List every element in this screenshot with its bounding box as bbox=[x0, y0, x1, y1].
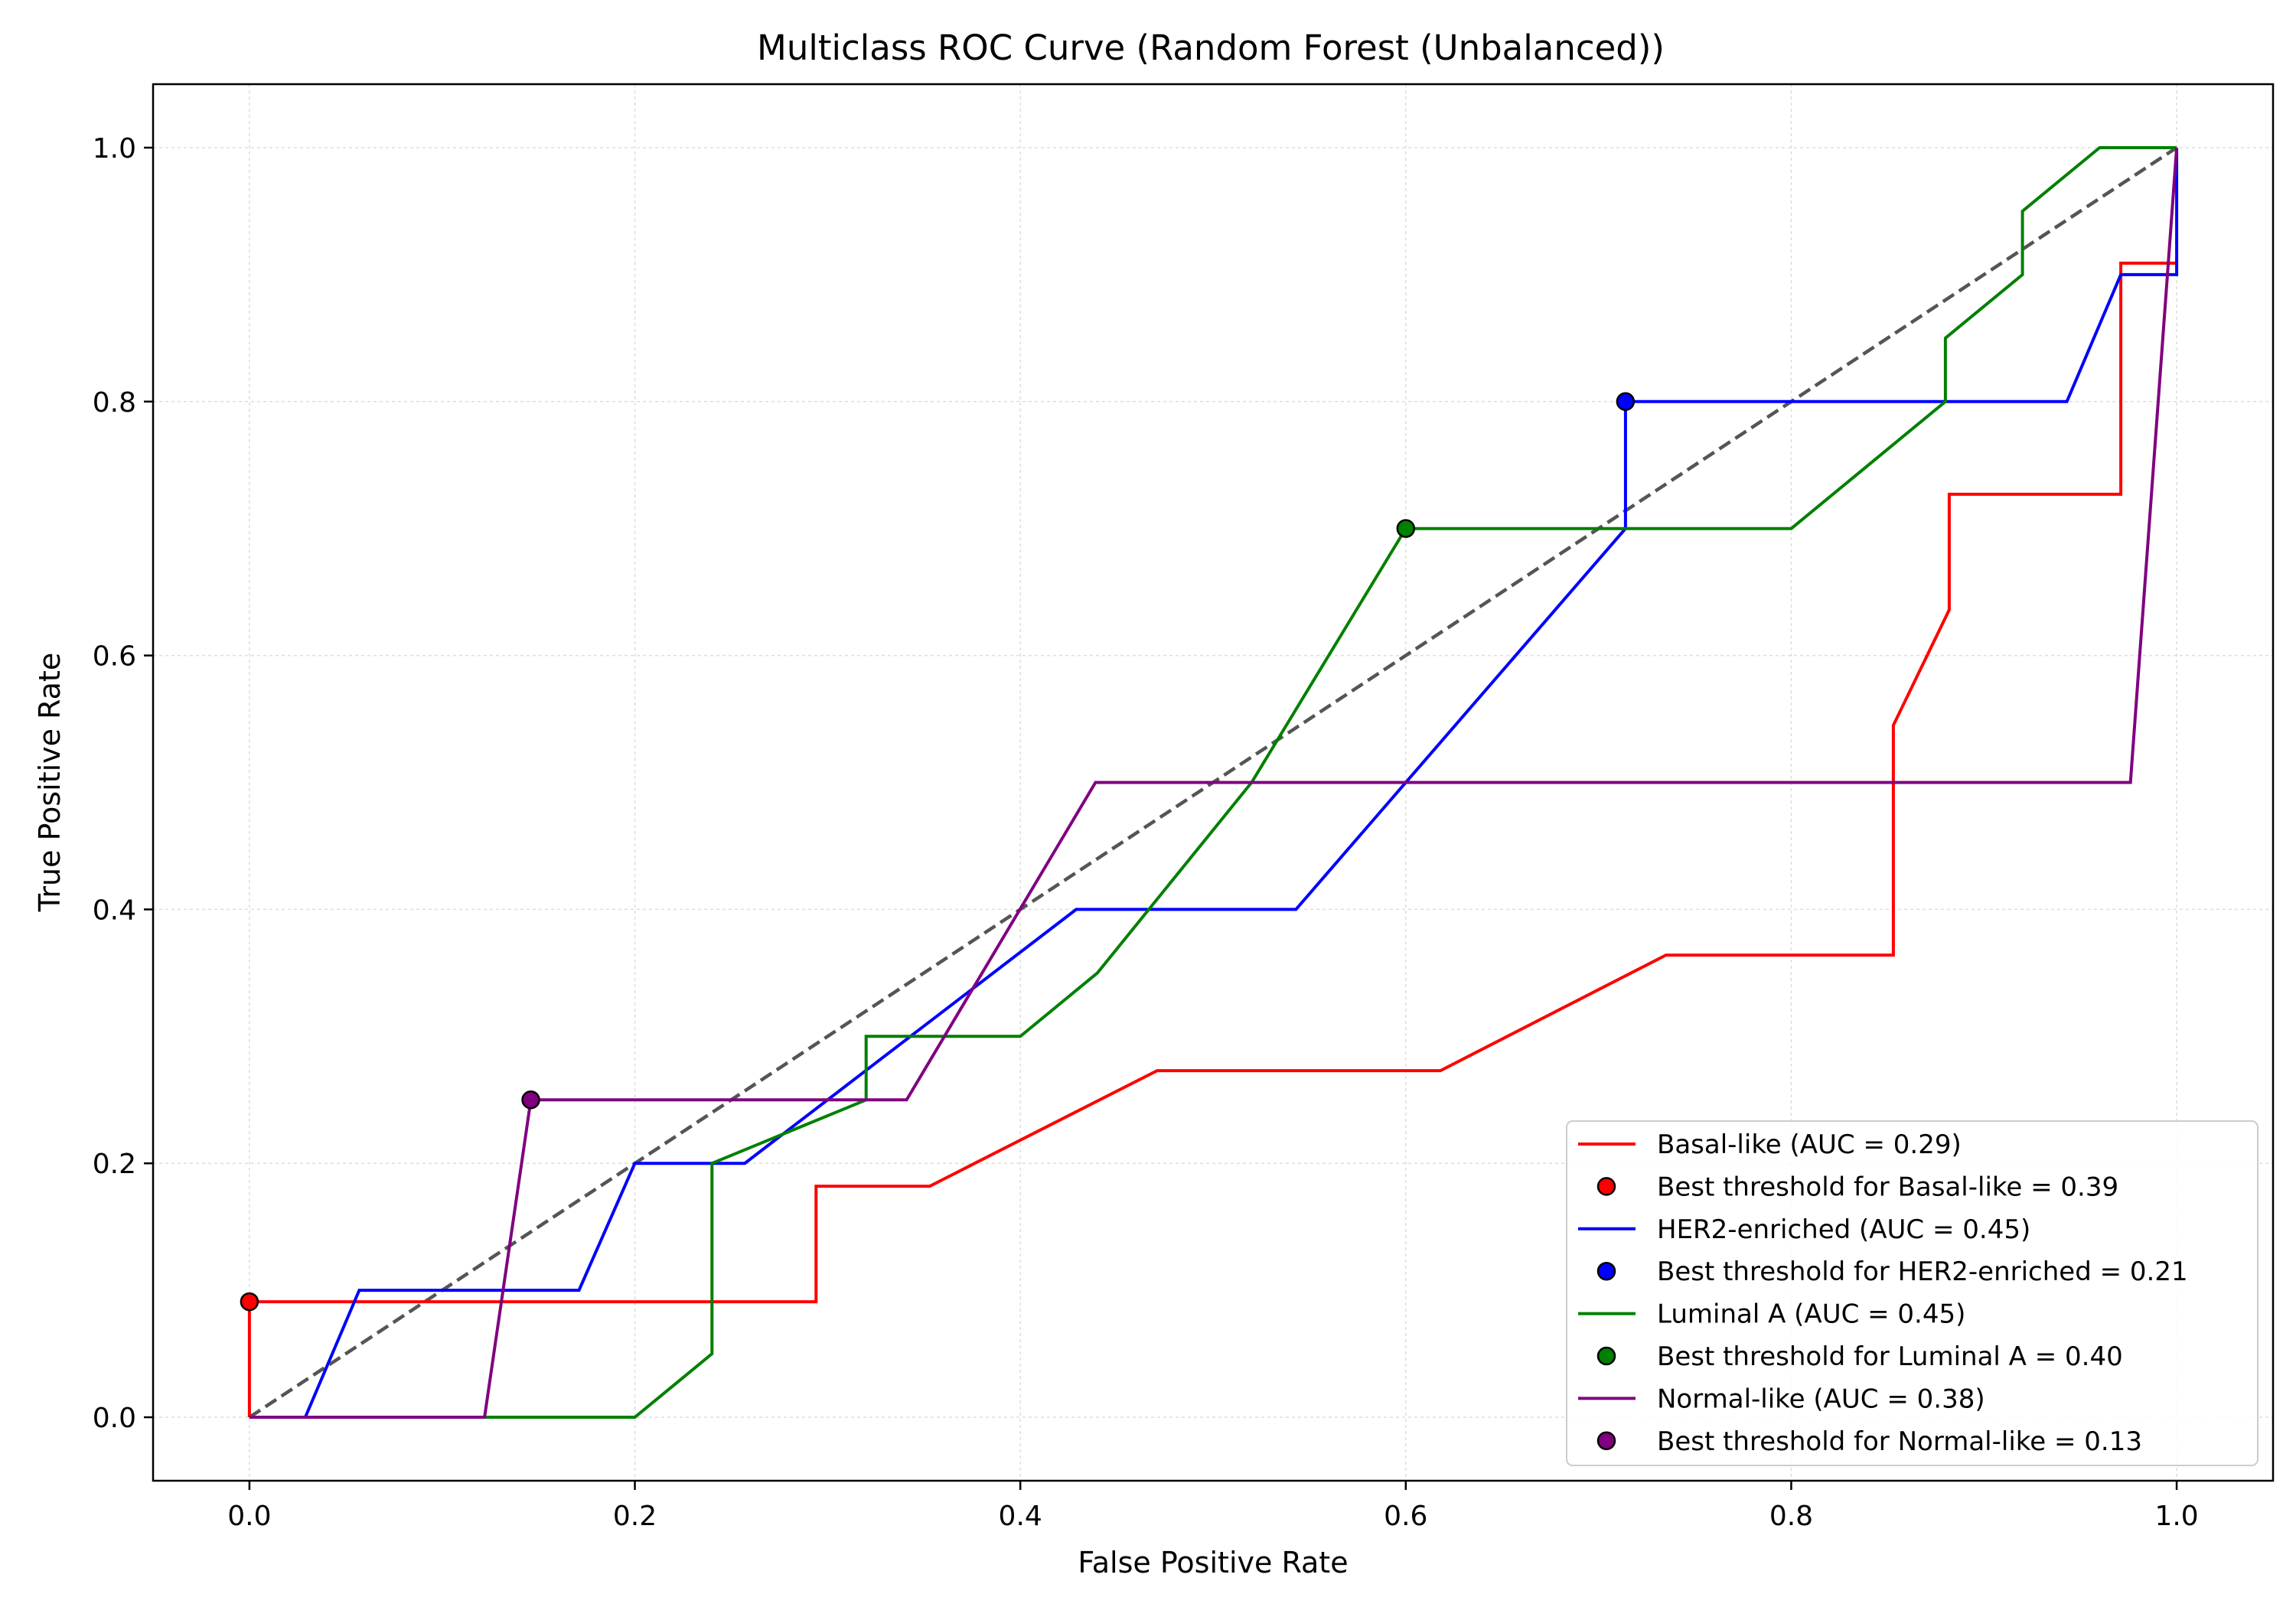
best-threshold-point-2 bbox=[1396, 519, 1416, 538]
x-tick-label-0: 0.0 bbox=[227, 1501, 271, 1532]
y-tick-label-4: 0.8 bbox=[93, 387, 136, 419]
best-threshold-point-3 bbox=[521, 1090, 540, 1110]
x-axis-label: False Positive Rate bbox=[1078, 1546, 1348, 1579]
x-tick-label-5: 1.0 bbox=[2154, 1501, 2198, 1532]
legend-label-best-threshold-3: Best threshold for Normal-like = 0.13 bbox=[1657, 1426, 2142, 1457]
roc-line-series-1 bbox=[249, 148, 2179, 1419]
chart-title: Multiclass ROC Curve (Random Forest (Unb… bbox=[757, 28, 1665, 68]
legend-label-series-1: HER2-enriched (AUC = 0.45) bbox=[1657, 1214, 2030, 1245]
legend-swatch-marker-2 bbox=[1596, 1346, 1616, 1366]
y-axis-label: True Positive Rate bbox=[33, 653, 67, 913]
x-tick-label-1: 0.2 bbox=[613, 1501, 657, 1532]
x-tick-label-3: 0.6 bbox=[1384, 1501, 1427, 1532]
y-axis: 0.0 0.2 0.4 0.6 0.8 1.0 bbox=[93, 133, 153, 1434]
legend-swatch-marker-0 bbox=[1596, 1177, 1616, 1196]
legend-label-series-0: Basal-like (AUC = 0.29) bbox=[1657, 1129, 1962, 1160]
legend-swatch-marker-3 bbox=[1596, 1431, 1616, 1451]
legend-label-series-3: Normal-like (AUC = 0.38) bbox=[1657, 1384, 1985, 1414]
legend-label-series-2: Luminal A (AUC = 0.45) bbox=[1657, 1299, 1965, 1330]
legend-box bbox=[1566, 1120, 2258, 1466]
legend-label-best-threshold-1: Best threshold for HER2-enriched = 0.21 bbox=[1657, 1257, 2188, 1287]
x-tick-label-2: 0.4 bbox=[999, 1501, 1042, 1532]
legend-label-best-threshold-2: Best threshold for Luminal A = 0.40 bbox=[1657, 1341, 2123, 1372]
plot-area bbox=[240, 146, 2179, 1419]
x-tick-label-4: 0.8 bbox=[1769, 1501, 1813, 1532]
y-tick-label-2: 0.4 bbox=[93, 895, 136, 926]
legend-label-best-threshold-0: Best threshold for Basal-like = 0.39 bbox=[1657, 1172, 2118, 1202]
x-axis: 0.0 0.2 0.4 0.6 0.8 1.0 bbox=[227, 1481, 2199, 1532]
best-threshold-point-0 bbox=[240, 1292, 259, 1312]
y-tick-label-3: 0.6 bbox=[93, 641, 136, 673]
legend: Basal-like (AUC = 0.29) Best threshold fo… bbox=[1566, 1120, 2258, 1466]
roc-line-series-0 bbox=[247, 261, 2177, 1417]
legend-swatch-marker-1 bbox=[1596, 1261, 1616, 1281]
y-tick-label-1: 0.2 bbox=[93, 1149, 136, 1180]
best-threshold-point-1 bbox=[1616, 392, 1636, 412]
plot-frame bbox=[152, 83, 2275, 1482]
y-tick-label-0: 0.0 bbox=[93, 1403, 136, 1434]
roc-line-series-3 bbox=[249, 147, 2179, 1419]
y-tick-label-5: 1.0 bbox=[93, 133, 136, 165]
